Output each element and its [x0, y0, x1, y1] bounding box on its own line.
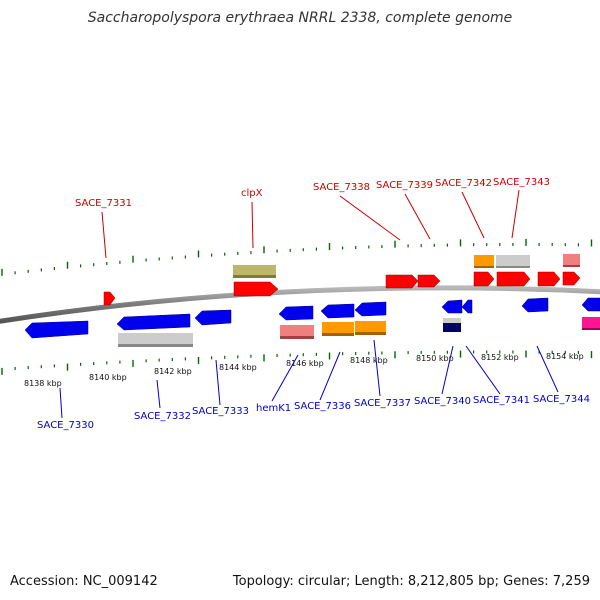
gene-magenta[interactable]	[582, 317, 600, 330]
gene-forward-red-a[interactable]	[537, 271, 561, 287]
gene-label-hemk1[interactable]: hemK1	[256, 403, 291, 414]
gene-sace-7337[interactable]	[354, 301, 387, 317]
gene-grey-top[interactable]	[496, 255, 530, 268]
gene-label-sace-7330[interactable]: SACE_7330	[37, 420, 94, 431]
accession-text: Accession: NC_009142	[10, 574, 158, 589]
gene-label-sace-7332[interactable]: SACE_7332	[134, 411, 191, 422]
scale-label: 8140 kbp	[89, 373, 127, 382]
scale-label: 8150 kbp	[416, 354, 454, 363]
gene-label-sace-7344[interactable]: SACE_7344	[533, 394, 590, 405]
gene-grey-top-shadow	[496, 266, 530, 268]
gene-label-sace-7343[interactable]: SACE_7343	[493, 177, 550, 188]
reverse-genes	[24, 297, 600, 347]
gene-sace-7338[interactable]	[385, 274, 419, 289]
forward-gene-labels: SACE_7331 clpX SACE_7338 SACE_7339 SACE_…	[75, 177, 550, 209]
forward-leader-lines	[101, 189, 520, 259]
gene-grey-bottom[interactable]	[118, 333, 193, 346]
scale-label: 8142 kbp	[154, 367, 192, 376]
gene-forward-red-b[interactable]	[562, 271, 581, 286]
gene-pink-bottom[interactable]	[280, 325, 314, 338]
gene-label-sace-7339[interactable]: SACE_7339	[376, 180, 433, 191]
gene-sace-7343[interactable]	[496, 271, 531, 287]
gene-hemk1[interactable]	[278, 305, 314, 321]
scale-labels: 8138 kbp 8140 kbp 8142 kbp 8144 kbp 8146…	[24, 352, 584, 388]
gene-sace-7331[interactable]	[103, 291, 116, 306]
gene-orange-bottom-b[interactable]	[355, 321, 386, 334]
gene-grey-small[interactable]	[443, 318, 461, 323]
gene-pink-bottom-shadow	[280, 336, 314, 339]
gene-sace-7336[interactable]	[320, 303, 355, 319]
gene-magenta-shadow	[582, 328, 600, 330]
gene-khaki[interactable]	[233, 265, 276, 278]
gene-sace-7340[interactable]	[441, 299, 463, 314]
gene-sace-7339[interactable]	[417, 274, 441, 288]
reverse-gene-labels: SACE_7330 SACE_7332 SACE_7333 hemK1 SACE…	[37, 394, 590, 431]
scale-label: 8152 kbp	[481, 353, 519, 362]
forward-genes	[103, 254, 581, 306]
gene-sace-7333[interactable]	[194, 309, 232, 326]
gene-label-sace-7337[interactable]: SACE_7337	[354, 398, 411, 409]
gene-label-sace-7342[interactable]: SACE_7342	[435, 178, 492, 189]
scale-label: 8146 kbp	[286, 359, 324, 368]
gene-navy[interactable]	[443, 323, 461, 332]
gene-orange-top-shadow	[474, 266, 494, 268]
gene-sace-7342[interactable]	[473, 271, 495, 287]
gene-sace-7344[interactable]	[521, 297, 549, 313]
scale-label: 8138 kbp	[24, 379, 62, 388]
gene-khaki-shadow	[233, 275, 276, 278]
gene-label-sace-7340[interactable]: SACE_7340	[414, 396, 471, 407]
gene-orange-bottom-a-shadow	[322, 333, 354, 336]
scale-label: 8148 kbp	[350, 356, 388, 365]
gene-sace-7330[interactable]	[24, 320, 89, 339]
reverse-leader-lines	[59, 339, 559, 419]
gene-pink-top[interactable]	[563, 254, 580, 267]
gene-label-sace-7336[interactable]: SACE_7336	[294, 401, 351, 412]
gene-grey-bottom-shadow	[118, 344, 193, 347]
forward-strand-ticks	[1, 238, 593, 276]
gene-orange-bottom-a[interactable]	[322, 322, 354, 335]
gene-pink-top-shadow	[563, 265, 580, 267]
gene-label-sace-7331[interactable]: SACE_7331	[75, 198, 132, 209]
gene-clpx[interactable]	[233, 281, 279, 297]
gene-sace-7332[interactable]	[116, 313, 191, 331]
gene-label-clpx[interactable]: clpX	[241, 188, 263, 199]
genome-summary-text: Topology: circular; Length: 8,212,805 bp…	[232, 574, 590, 589]
gene-orange-bottom-b-shadow	[355, 332, 386, 335]
gene-label-sace-7341[interactable]: SACE_7341	[473, 395, 530, 406]
reverse-strand-ticks	[1, 350, 593, 375]
gene-reverse-blue-edge[interactable]	[581, 297, 600, 312]
scale-label: 8144 kbp	[219, 363, 257, 372]
gene-label-sace-7333[interactable]: SACE_7333	[192, 406, 249, 417]
gene-label-sace-7338[interactable]: SACE_7338	[313, 182, 370, 193]
scale-label: 8154 kbp	[546, 352, 584, 361]
gene-orange-top[interactable]	[474, 255, 494, 268]
map-title: Saccharopolyspora erythraea NRRL 2338, c…	[87, 10, 513, 26]
gene-sace-7341[interactable]	[461, 299, 473, 314]
genome-backbone	[0, 285, 600, 324]
